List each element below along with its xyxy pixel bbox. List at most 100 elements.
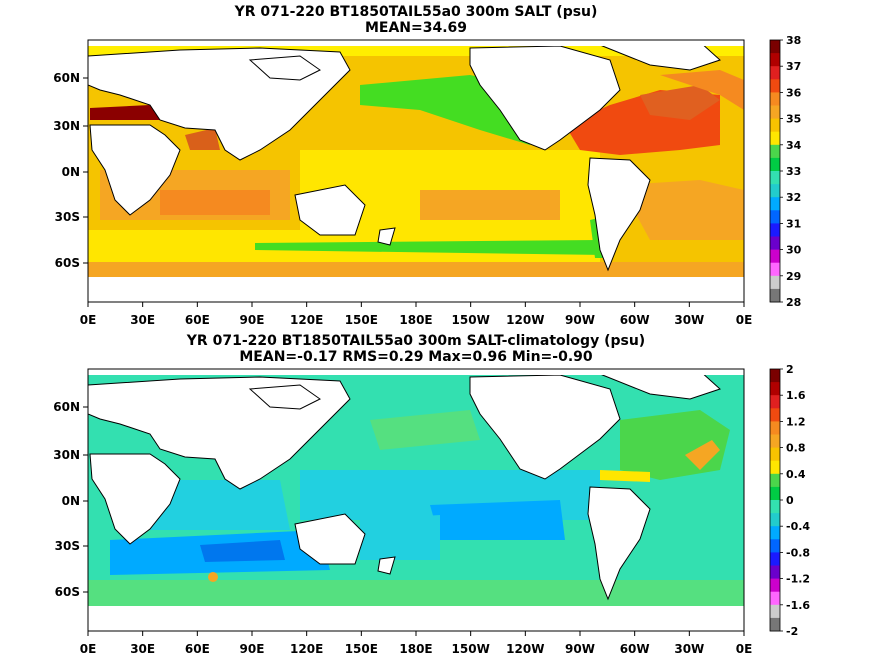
colorbar-segment [770, 447, 780, 462]
x-tick-label: 0E [736, 313, 753, 327]
colorbar-label: 1.2 [786, 415, 806, 428]
colorbar-segment [770, 249, 780, 264]
y-tick-label: 30N [53, 119, 80, 133]
colorbar-segment [770, 262, 780, 277]
colorbar-label: 33 [786, 165, 801, 178]
y-tick-label: 0N [62, 494, 80, 508]
colorbar-segment [770, 486, 780, 501]
bottom-southern-green [88, 580, 744, 608]
colorbar-label: 30 [786, 244, 802, 257]
colorbar-segment [770, 144, 780, 159]
y-tick-label: 0N [62, 165, 80, 179]
colorbar-segment [770, 460, 780, 475]
colorbar-segment [770, 223, 780, 237]
colorbar-segment [770, 408, 780, 422]
colorbar-segment [770, 66, 780, 80]
y-tick-label: 30S [55, 539, 80, 553]
top-med-sea [90, 105, 160, 120]
colorbar-segment [770, 40, 780, 54]
colorbar-label: 37 [786, 60, 801, 73]
top-arctic-ice [88, 40, 744, 46]
x-tick-label: 180E [399, 642, 432, 656]
bottom-kerguelen-spot [208, 572, 218, 582]
colorbar-segment [770, 513, 780, 527]
top-chart-title: YR 071-220 BT1850TAIL55a0 300m SALT (psu… [234, 4, 598, 20]
x-tick-label: 30E [130, 313, 155, 327]
x-tick-label: 0E [80, 313, 97, 327]
bottom-arctic-ice [88, 369, 744, 375]
x-tick-label: 0E [736, 642, 753, 656]
bottom-s-indian-deep [200, 540, 285, 562]
x-tick-label: 150E [345, 642, 378, 656]
top-s-atlantic [620, 180, 744, 240]
x-tick-label: 120W [506, 313, 544, 327]
colorbar-segment [770, 197, 780, 211]
colorbar-label: -0.4 [786, 520, 810, 533]
x-tick-label: 90W [565, 313, 595, 327]
colorbar-segment [770, 369, 780, 383]
top-indian-deep [160, 190, 270, 215]
y-tick-label: 60S [55, 585, 80, 599]
colorbar-label: 2 [786, 363, 794, 376]
x-tick-label: 90E [240, 642, 265, 656]
x-tick-label: 180E [399, 313, 432, 327]
colorbar-label: 0 [786, 494, 794, 507]
colorbar-label: 34 [786, 139, 802, 152]
x-tick-label: 150E [345, 313, 378, 327]
colorbar-segment [770, 184, 780, 198]
colorbar-label: 29 [786, 270, 801, 283]
colorbar-segment [770, 53, 780, 67]
x-tick-label: 60W [620, 642, 650, 656]
x-tick-label: 120W [506, 642, 544, 656]
y-tick-label: 60S [55, 256, 80, 270]
bottom-s-pacific-cyan [360, 515, 440, 560]
colorbar-segment [770, 395, 780, 409]
colorbar-label: 31 [786, 217, 801, 230]
colorbar-segment [770, 578, 780, 593]
colorbar-segment [770, 591, 780, 606]
top-equatorial [300, 150, 600, 185]
top-arabian-sea [185, 128, 220, 150]
bottom-antarctica [88, 606, 744, 631]
colorbar-segment [770, 539, 780, 553]
bottom-chart-subtitle: MEAN=-0.17 RMS=0.29 Max=0.96 Min=-0.90 [239, 349, 593, 365]
bottom-n-pacific-green [370, 410, 480, 450]
x-tick-label: 90E [240, 313, 265, 327]
x-tick-label: 60E [185, 642, 210, 656]
colorbar-label: -2 [786, 625, 798, 638]
top-land [88, 41, 721, 272]
top-n-atlantic-north [660, 70, 744, 110]
colorbar-label: 1.6 [786, 389, 806, 402]
x-tick-label: 150W [452, 313, 490, 327]
colorbar-label: -0.8 [786, 546, 810, 559]
y-tick-label: 30N [53, 448, 80, 462]
x-tick-label: 30E [130, 642, 155, 656]
bottom-s-pacific-blue [430, 500, 565, 540]
colorbar-label: 36 [786, 86, 802, 99]
x-tick-label: 30W [674, 313, 704, 327]
colorbar-segment [770, 500, 780, 514]
x-tick-label: 120E [290, 642, 323, 656]
y-tick-label: 30S [55, 210, 80, 224]
colorbar-segment [770, 382, 780, 396]
y-tick-label: 60N [53, 71, 80, 85]
x-tick-label: 0E [80, 642, 97, 656]
top-south-indian [88, 230, 300, 262]
x-tick-label: 120E [290, 313, 323, 327]
x-tick-label: 90W [565, 642, 595, 656]
colorbar-segment [770, 526, 780, 540]
bottom-caribbean-yellow [600, 470, 650, 482]
colorbar-label: 28 [786, 296, 801, 309]
colorbar-segment [770, 552, 780, 566]
bottom-n-atlantic-warm [685, 440, 720, 470]
colorbar-segment [770, 210, 780, 224]
colorbar-segment [770, 92, 780, 106]
bottom-chart-title: YR 071-220 BT1850TAIL55a0 300m SALT-clim… [186, 333, 646, 349]
colorbar-segment [770, 105, 780, 120]
colorbar-segment [770, 288, 780, 303]
colorbar-label: 32 [786, 191, 801, 204]
bottom-land [88, 370, 721, 601]
x-tick-label: 30W [674, 642, 704, 656]
colorbar-label: 0.4 [786, 468, 806, 481]
colorbar-segment [770, 434, 780, 449]
